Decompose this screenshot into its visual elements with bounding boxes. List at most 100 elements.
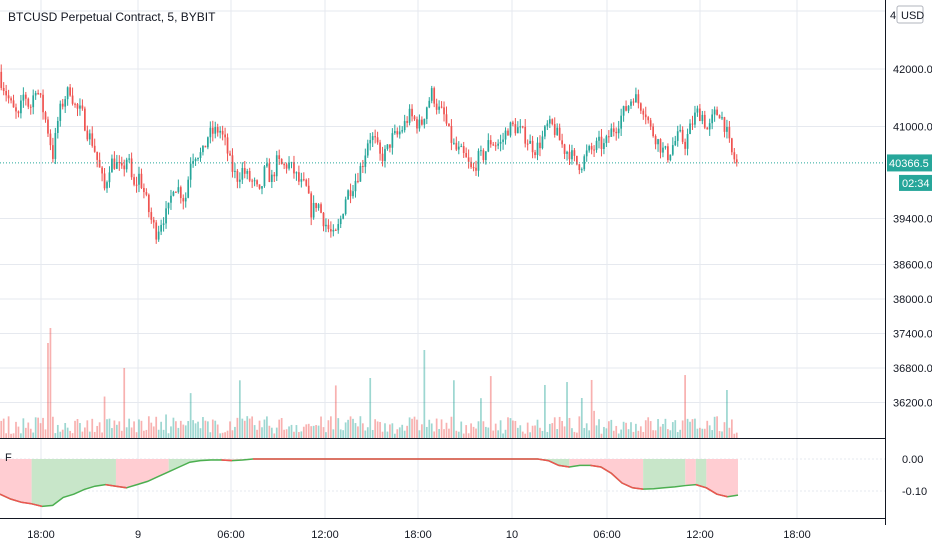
volume-bar (531, 425, 534, 438)
candle-body (718, 115, 721, 119)
candlesticks (0, 64, 738, 244)
candle-body (563, 144, 566, 154)
volume-bar (551, 423, 554, 438)
volume-bar (160, 421, 162, 438)
volume-bar (162, 429, 165, 438)
volume-bar (504, 429, 507, 438)
volume-bar (659, 426, 662, 438)
candle-body (229, 153, 231, 156)
volume-bar (374, 419, 377, 438)
volume-bar (69, 430, 71, 438)
volume-bar (330, 416, 332, 438)
volume-bar (455, 430, 458, 438)
candle-body (625, 106, 627, 111)
volume-bar (145, 429, 148, 438)
volume-bar (652, 430, 654, 438)
candle-body (238, 179, 241, 182)
candle-body (0, 71, 3, 88)
volume-bar (0, 420, 3, 438)
volume-bar (199, 428, 202, 438)
candle-body (443, 107, 445, 115)
oscillator-fill (0, 459, 32, 504)
grid-lines (0, 0, 885, 518)
price-axis-partial-top-tick: 4 (890, 10, 896, 22)
candle-body (76, 104, 79, 109)
candle-body (49, 133, 52, 146)
volume-bar (681, 420, 684, 438)
candle-body (295, 172, 298, 174)
volume-bar (671, 422, 674, 438)
volume-bar (27, 422, 30, 438)
volume-bar (703, 428, 706, 438)
volume-bar (585, 423, 588, 438)
volume-bar (288, 426, 290, 438)
currency-button[interactable] (896, 5, 924, 24)
candle-body (416, 119, 418, 129)
volume-bar (718, 431, 721, 438)
volume-bar (484, 426, 487, 438)
candle-body (607, 136, 610, 138)
candle-body (620, 115, 623, 129)
candle-body (79, 105, 81, 109)
volume-bar (2, 418, 5, 438)
candle-body (721, 117, 723, 119)
volume-bar (428, 419, 431, 438)
volume-bar (76, 418, 79, 438)
volume-bar (381, 431, 384, 438)
volume-bar (123, 368, 126, 438)
candle-body (534, 152, 536, 156)
candle-body (44, 112, 47, 120)
candle-body (312, 202, 315, 218)
candle-body (686, 134, 689, 149)
volume-bar (389, 424, 391, 438)
candle-body (113, 158, 116, 169)
volume-bar (590, 379, 593, 438)
oscillator-line-segment (115, 485, 127, 489)
candle-body (84, 108, 86, 131)
volume-bar (120, 430, 123, 438)
candle-body (226, 137, 229, 154)
candle-body (526, 143, 529, 145)
candle-body (480, 150, 482, 152)
volume-bar (556, 429, 559, 438)
candle-body (59, 103, 62, 121)
candle-body (175, 191, 177, 193)
volume-bar (568, 417, 571, 438)
candle-body (529, 140, 531, 144)
volume-bar (644, 420, 647, 438)
candle-body (315, 202, 317, 209)
volume-bar (593, 410, 595, 438)
oscillator-fill (168, 459, 222, 472)
candle-body (108, 172, 111, 183)
volume-bar (248, 418, 251, 438)
candle-body (234, 170, 236, 172)
volume-bar (214, 420, 217, 438)
currency-button-label[interactable]: USD (901, 10, 924, 22)
candle-body (406, 121, 408, 123)
candle-body (558, 127, 561, 141)
volume-bar (401, 424, 404, 438)
volume-bar (285, 429, 288, 438)
candle-body (398, 131, 401, 135)
volume-bar (386, 431, 389, 438)
candle-body (268, 163, 271, 182)
candle-body (662, 147, 664, 153)
candle-body (88, 133, 91, 140)
volume-bar (226, 430, 229, 438)
oscillator-fill (685, 459, 696, 486)
candle-body (275, 155, 278, 177)
volume-bar (170, 426, 172, 438)
volume-bar (539, 427, 541, 438)
volume-bar (211, 419, 214, 438)
candle-body (219, 130, 222, 133)
oscillator-line-segment (610, 472, 623, 484)
candle-body (472, 167, 475, 169)
candle-body (514, 124, 517, 134)
volume-bar (189, 393, 192, 438)
volume-bar (588, 430, 591, 438)
volume-bar (64, 422, 67, 438)
candle-body (170, 195, 172, 203)
volume-bar (489, 376, 492, 438)
volume-bar (243, 420, 246, 438)
